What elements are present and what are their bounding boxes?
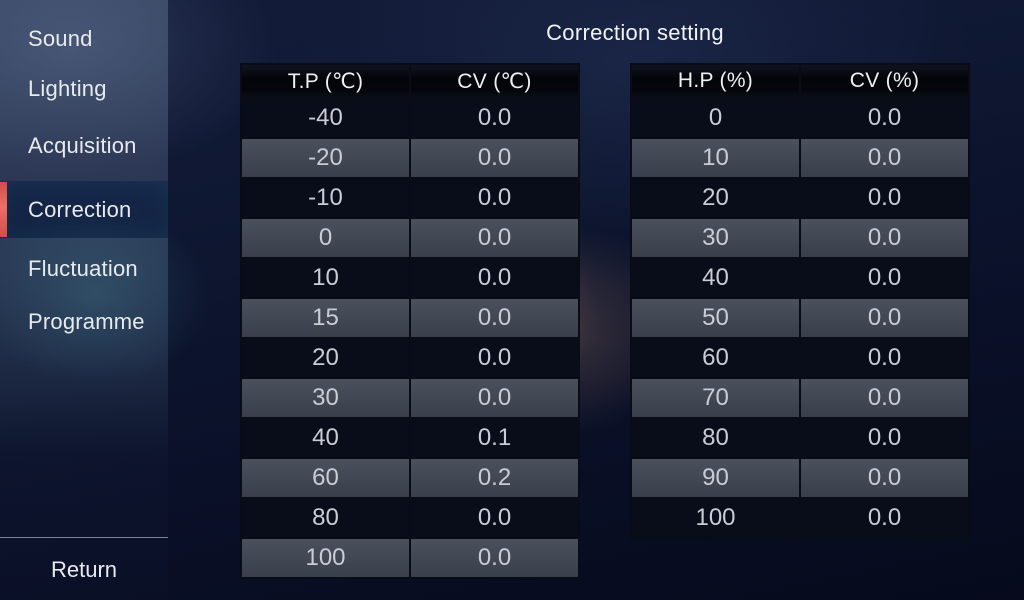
sidebar-item-acquisition[interactable]: Acquisition (0, 119, 168, 172)
table-cell-setpoint[interactable]: 40 (632, 259, 799, 297)
table-cell-setpoint[interactable]: 10 (242, 259, 409, 297)
table-cell-correction-value[interactable]: 0.0 (411, 299, 578, 337)
table-row: 40 0.1 (242, 419, 578, 457)
sidebar-item-label: Lighting (28, 76, 107, 101)
table-cell-correction-value[interactable]: 0.0 (801, 299, 968, 337)
sidebar-item-label: Acquisition (28, 132, 137, 158)
table-cell-correction-value[interactable]: 0.0 (801, 179, 968, 217)
table-cell-correction-value[interactable]: 0.0 (411, 379, 578, 417)
table-cell-setpoint[interactable]: 0 (632, 99, 799, 137)
sidebar-item-sound[interactable]: Sound (0, 14, 168, 64)
table-cell-correction-value[interactable]: 0.0 (801, 259, 968, 297)
table-cell-setpoint[interactable]: 10 (632, 139, 799, 177)
table-cell-setpoint[interactable]: 80 (242, 499, 409, 537)
sidebar: Sound Lighting Acquisition Correction Fl… (0, 0, 168, 600)
table-cell-correction-value[interactable]: 0.0 (801, 139, 968, 177)
table-row: 100 0.0 (242, 539, 578, 577)
table-row: -20 0.0 (242, 139, 578, 177)
sidebar-divider (0, 537, 168, 538)
table-cell-correction-value[interactable]: 0.0 (411, 499, 578, 537)
table-cell-setpoint[interactable]: 30 (632, 219, 799, 257)
table-cell-correction-value[interactable]: 0.0 (411, 219, 578, 257)
sidebar-item-lighting[interactable]: Lighting (0, 64, 168, 114)
humidity-correction-table: H.P (%) CV (%) 0 0.0 10 0.0 20 0.0 30 0.… (630, 63, 970, 539)
table-row: 70 0.0 (632, 379, 968, 417)
table-cell-setpoint[interactable]: 80 (632, 419, 799, 457)
table-cell-setpoint[interactable]: 20 (242, 339, 409, 377)
column-header-cv: CV (℃) (411, 65, 578, 97)
table-cell-correction-value[interactable]: 0.0 (411, 259, 578, 297)
table-row: 0 0.0 (632, 99, 968, 137)
table-row: -40 0.0 (242, 99, 578, 137)
sidebar-item-label: Programme (28, 308, 145, 334)
table-cell-setpoint[interactable]: 60 (632, 339, 799, 377)
table-cell-setpoint[interactable]: 90 (632, 459, 799, 497)
table-row: 20 0.0 (242, 339, 578, 377)
table-cell-correction-value[interactable]: 0.0 (411, 339, 578, 377)
table-row: 0 0.0 (242, 219, 578, 257)
table-cell-correction-value[interactable]: 0.0 (801, 219, 968, 257)
table-cell-correction-value[interactable]: 0.0 (801, 99, 968, 137)
sidebar-item-label: Sound (28, 26, 93, 51)
table-row: -10 0.0 (242, 179, 578, 217)
table-cell-setpoint[interactable]: -20 (242, 139, 409, 177)
table-cell-correction-value[interactable]: 0.0 (411, 99, 578, 137)
table-cell-correction-value[interactable]: 0.0 (801, 419, 968, 457)
table-cell-setpoint[interactable]: 100 (242, 539, 409, 577)
table-row: 20 0.0 (632, 179, 968, 217)
table-cell-correction-value[interactable]: 0.0 (801, 379, 968, 417)
table-cell-correction-value[interactable]: 0.0 (411, 179, 578, 217)
column-header-hp: H.P (%) (632, 65, 799, 97)
return-button[interactable]: Return (50, 557, 118, 582)
table-cell-correction-value[interactable]: 0.2 (411, 459, 578, 497)
table-row: 60 0.2 (242, 459, 578, 497)
table-cell-setpoint[interactable]: 50 (632, 299, 799, 337)
table-cell-setpoint[interactable]: 0 (242, 219, 409, 257)
table-row: 30 0.0 (632, 219, 968, 257)
column-header-cv: CV (%) (801, 65, 968, 97)
table-row: 10 0.0 (632, 139, 968, 177)
sidebar-item-programme[interactable]: Programme (0, 296, 168, 347)
table-row: 60 0.0 (632, 339, 968, 377)
table-cell-setpoint[interactable]: 15 (242, 299, 409, 337)
selected-indicator (0, 182, 7, 237)
temperature-correction-table: T.P (℃) CV (℃) -40 0.0 -20 0.0 -10 0.0 0… (240, 63, 580, 579)
table-row: 10 0.0 (242, 259, 578, 297)
page-title: Correction setting (546, 20, 724, 45)
table-cell-correction-value[interactable]: 0.0 (411, 539, 578, 577)
table-row: 80 0.0 (632, 419, 968, 457)
column-header-tp: T.P (℃) (242, 65, 409, 97)
table-row: 90 0.0 (632, 459, 968, 497)
table-row: 30 0.0 (242, 379, 578, 417)
table-cell-setpoint[interactable]: 30 (242, 379, 409, 417)
table-row: 15 0.0 (242, 299, 578, 337)
table-cell-setpoint[interactable]: 70 (632, 379, 799, 417)
table-cell-setpoint[interactable]: 20 (632, 179, 799, 217)
sidebar-item-correction[interactable]: Correction (0, 181, 168, 238)
table-row: 80 0.0 (242, 499, 578, 537)
table-row: 40 0.0 (632, 259, 968, 297)
table-cell-setpoint[interactable]: 100 (632, 499, 799, 537)
table-cell-correction-value[interactable]: 0.0 (411, 139, 578, 177)
table-row: 50 0.0 (632, 299, 968, 337)
sidebar-item-label: Fluctuation (28, 256, 138, 281)
table-cell-correction-value[interactable]: 0.0 (801, 499, 968, 537)
sidebar-item-label: Correction (28, 196, 132, 222)
table-row: 100 0.0 (632, 499, 968, 537)
table-cell-setpoint[interactable]: -40 (242, 99, 409, 137)
table-header-row: H.P (%) CV (%) (632, 65, 968, 97)
table-cell-setpoint[interactable]: -10 (242, 179, 409, 217)
sidebar-item-fluctuation[interactable]: Fluctuation (0, 243, 168, 295)
table-cell-setpoint[interactable]: 40 (242, 419, 409, 457)
table-cell-correction-value[interactable]: 0.0 (801, 339, 968, 377)
table-cell-setpoint[interactable]: 60 (242, 459, 409, 497)
table-cell-correction-value[interactable]: 0.0 (801, 459, 968, 497)
table-cell-correction-value[interactable]: 0.1 (411, 419, 578, 457)
table-header-row: T.P (℃) CV (℃) (242, 65, 578, 97)
